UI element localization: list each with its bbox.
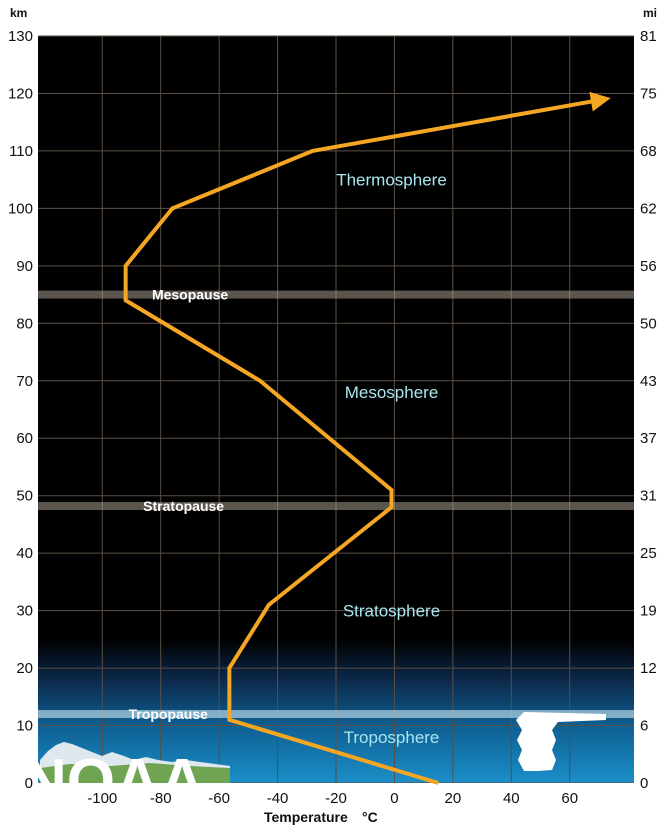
y-tick-mi: 19 [640, 603, 657, 620]
y-tick-mi: 31 [640, 488, 657, 505]
y-tick-km: 50 [16, 488, 33, 505]
bottom-margin [0, 783, 670, 832]
x-tick: -20 [325, 790, 347, 807]
boundary-label: Stratopause [143, 498, 224, 514]
layer-label: Thermosphere [336, 170, 447, 189]
x-axis-title: Temperature [264, 809, 348, 825]
y-tick-mi: 81 [640, 28, 657, 45]
y-axis-mi: 0 6 12 19 25 31 37 43 50 56 62 68 75 81 [640, 28, 657, 792]
y-tick-km: 20 [16, 660, 33, 677]
y-tick-mi: 68 [640, 143, 657, 160]
x-tick: -100 [87, 790, 117, 807]
y-tick-km: 120 [8, 85, 33, 102]
grid [38, 35, 634, 784]
layer-label: Mesosphere [345, 383, 439, 402]
layer-labels: Mesopause Stratopause Tropopause Thermosphe… [129, 170, 447, 746]
boundary-bands [38, 290, 634, 719]
x-tick: -80 [150, 790, 172, 807]
y-axis-km: 0 10 20 30 40 50 60 70 80 90 100 110 120 130 [8, 28, 33, 792]
x-tick: 0 [390, 790, 398, 807]
boundary-label: Tropopause [129, 706, 209, 722]
y-tick-mi: 25 [640, 545, 657, 562]
grass-icon [40, 763, 230, 783]
x-tick: -60 [208, 790, 230, 807]
y-tick-km: 70 [16, 373, 33, 390]
boundary-band [38, 710, 634, 719]
x-tick: 60 [561, 790, 578, 807]
y-tick-km: 100 [8, 200, 33, 217]
y-tick-km: 40 [16, 545, 33, 562]
y-tick-mi: 56 [640, 258, 657, 275]
y-tick-km: 0 [25, 775, 33, 792]
y-tick-km: 10 [16, 718, 33, 735]
boundary-label: Mesopause [152, 287, 228, 303]
y-tick-km: 90 [16, 258, 33, 275]
y-tick-km: 80 [16, 315, 33, 332]
y-tick-km: 130 [8, 28, 33, 45]
y-tick-mi: 0 [640, 775, 648, 792]
y-right-unit: mi [643, 6, 657, 20]
x-axis: -100 -80 -60 -40 -20 0 20 40 60 [87, 790, 578, 807]
temperature-profile [123, 91, 611, 785]
layer-label: Stratosphere [343, 601, 440, 620]
x-tick: 40 [503, 790, 520, 807]
y-tick-km: 30 [16, 603, 33, 620]
x-tick: 20 [445, 790, 462, 807]
y-tick-mi: 62 [640, 200, 657, 217]
cumulonimbus-cloud-icon [516, 712, 606, 771]
y-tick-mi: 43 [640, 373, 657, 390]
y-tick-mi: 50 [640, 315, 657, 332]
layer-label: Troposphere [344, 728, 440, 747]
y-left-unit: km [10, 6, 27, 20]
ground-scenery: NOAA [0, 712, 670, 832]
y-tick-mi: 6 [640, 718, 648, 735]
boundary-band [38, 290, 634, 299]
boundary-band [38, 502, 634, 511]
x-axis-unit: °C [362, 809, 378, 825]
y-tick-mi: 12 [640, 660, 657, 677]
y-tick-mi: 37 [640, 430, 657, 447]
temperature-line [123, 91, 611, 785]
y-tick-km: 60 [16, 430, 33, 447]
x-tick: -40 [267, 790, 289, 807]
y-tick-mi: 75 [640, 85, 657, 102]
y-tick-km: 110 [9, 143, 33, 160]
